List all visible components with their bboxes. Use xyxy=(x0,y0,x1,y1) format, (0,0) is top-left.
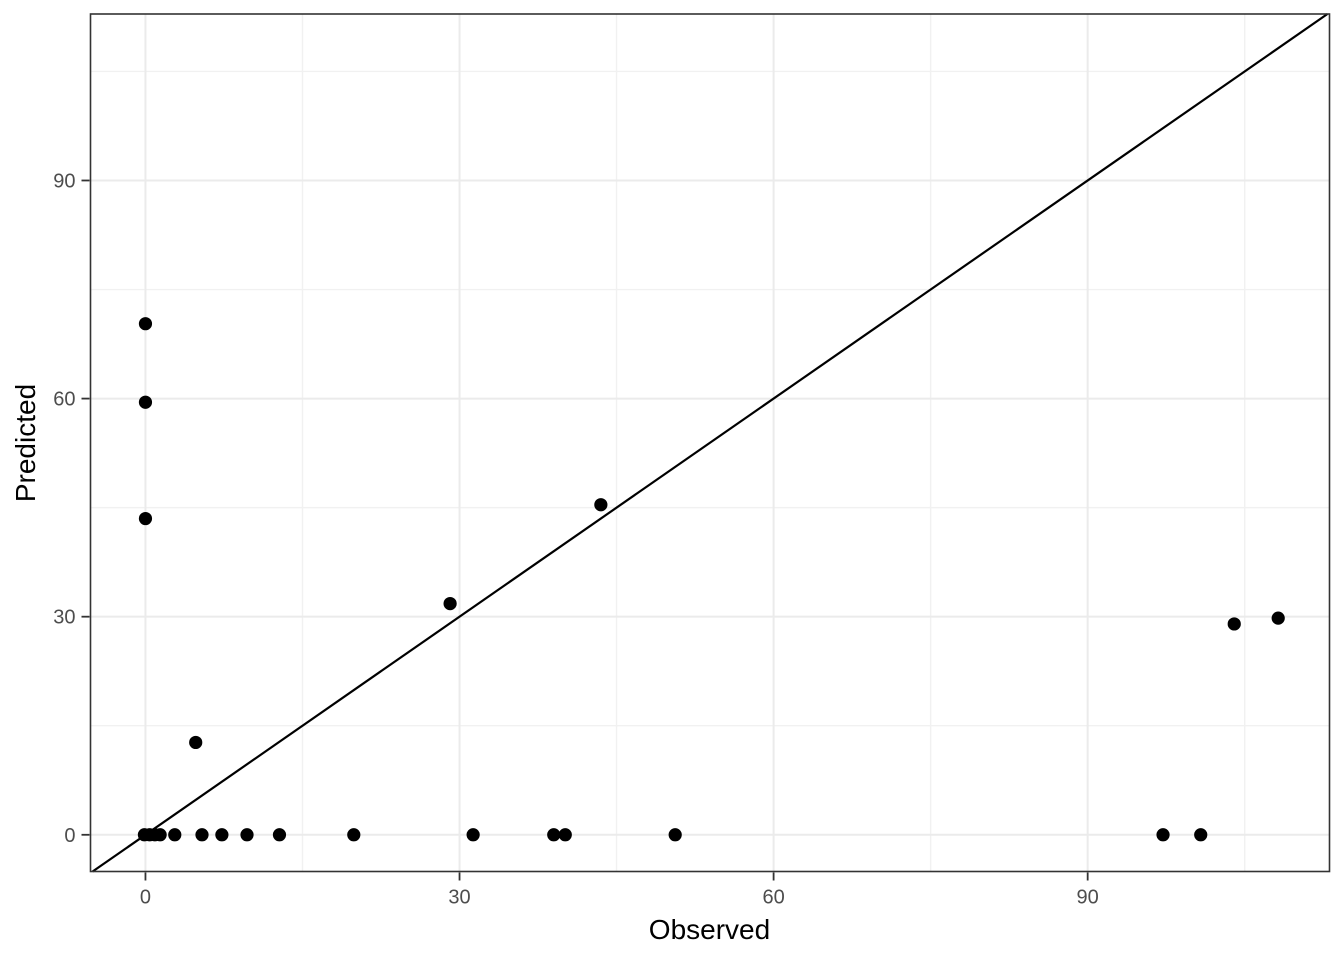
data-point xyxy=(240,828,254,842)
data-point xyxy=(272,828,287,842)
y-axis-title: Predicted xyxy=(10,383,41,503)
data-point xyxy=(138,395,153,409)
x-axis-title: Observed xyxy=(648,914,771,945)
data-point xyxy=(168,828,182,842)
panel-border xyxy=(89,13,1331,873)
identity-line xyxy=(91,13,1329,873)
data-point xyxy=(195,828,209,842)
data-point xyxy=(138,317,153,331)
data-point xyxy=(594,498,608,512)
y-tick-label: 60 xyxy=(53,389,75,411)
x-tick-label: 0 xyxy=(140,887,151,909)
data-point xyxy=(547,828,561,842)
data-point xyxy=(215,828,229,842)
data-point xyxy=(1194,828,1208,842)
data-point xyxy=(466,828,480,842)
data-point xyxy=(347,828,361,842)
data-point xyxy=(189,735,203,750)
data-point xyxy=(138,511,153,526)
y-tick-label: 0 xyxy=(64,825,75,847)
x-tick-label: 30 xyxy=(448,887,470,909)
data-point xyxy=(1271,611,1285,625)
y-tick-label: 90 xyxy=(53,170,75,192)
data-point xyxy=(443,596,457,611)
data-point xyxy=(1227,617,1241,631)
data-point xyxy=(1156,828,1170,842)
data-point xyxy=(668,828,682,842)
x-tick-label: 60 xyxy=(762,887,784,909)
x-tick-label: 90 xyxy=(1077,887,1099,909)
y-tick-label: 30 xyxy=(53,607,75,629)
data-point xyxy=(153,828,167,842)
data-point xyxy=(558,828,572,842)
